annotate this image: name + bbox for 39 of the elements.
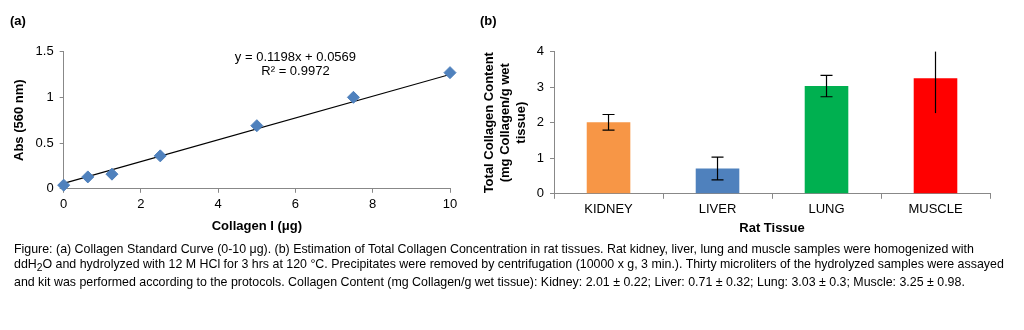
point <box>105 167 119 181</box>
x-tick-label: 4 <box>214 196 222 212</box>
x-tick-label: KIDNEY <box>584 201 634 217</box>
point <box>346 90 360 104</box>
y-tick-label: 1 <box>46 88 54 104</box>
y-axis-title: Total Collagen Content (mg Collagen/g wet tissue) <box>481 51 528 194</box>
text: Figure: (a) Collagen Standard Curve (0-10 μg). (b) Estimation of Total Collagen Concentration in rat tissues. Rat kidney, liver, lung and muscle samples were homogenized with ddH$_{2}$O and hydrolyzed with 12 M HCl for 3 hrs at 120 °C. Precipitates were removed by centrifugation (10000 x g, 3 min.). Thirty microliters of the hydrolyzed samples were assayed and kit was performed according to the protocols. Collagen Content (mg Collagen/g wet tissue): Kidney: 2.01 ± 0.22; Liver: 0.71 ± 0.32; Lung: 3.03 ± 0.3; Muscle: 3.25 ± 0.98. <box>14 242 1005 291</box>
point <box>57 178 71 192</box>
y-tick-label: 2 <box>536 114 545 130</box>
chart-title: (b) <box>480 13 497 29</box>
bar <box>913 78 958 194</box>
y-tick-label: 1 <box>536 149 545 165</box>
x-tick-label: MUSCLE <box>908 201 963 217</box>
y-axis-title: Abs (560 nm) <box>11 79 27 162</box>
y-tick-label: 4 <box>536 43 545 59</box>
x-tick-label: 8 <box>369 196 377 212</box>
y-tick-label: 3 <box>536 78 545 94</box>
x-tick-label: 0 <box>60 196 68 212</box>
point <box>81 170 95 184</box>
point <box>250 119 264 133</box>
x-tick-label: LIVER <box>698 201 737 217</box>
annotation: R² = 0.9972 <box>261 63 330 79</box>
y-tick-label: 0.5 <box>35 134 54 150</box>
annotation: y = 0.1198x + 0.0569 <box>234 49 357 65</box>
bar <box>586 122 631 194</box>
x-axis-title: Collagen I (μg) <box>211 217 302 233</box>
y-tick-label: 0 <box>536 185 545 201</box>
point <box>153 149 167 163</box>
point <box>443 66 457 80</box>
chart-title: (a) <box>10 13 26 29</box>
x-axis-title: Rat Tissue <box>739 219 805 235</box>
y-tick-label: 1.5 <box>35 43 54 59</box>
y-tick-label: 0 <box>46 180 54 196</box>
x-tick-label: 6 <box>291 196 300 212</box>
bar <box>804 86 849 194</box>
x-tick-label: LUNG <box>808 201 845 217</box>
bar <box>695 168 740 194</box>
x-tick-label: 10 <box>442 196 458 212</box>
x-tick-label: 2 <box>137 196 145 212</box>
